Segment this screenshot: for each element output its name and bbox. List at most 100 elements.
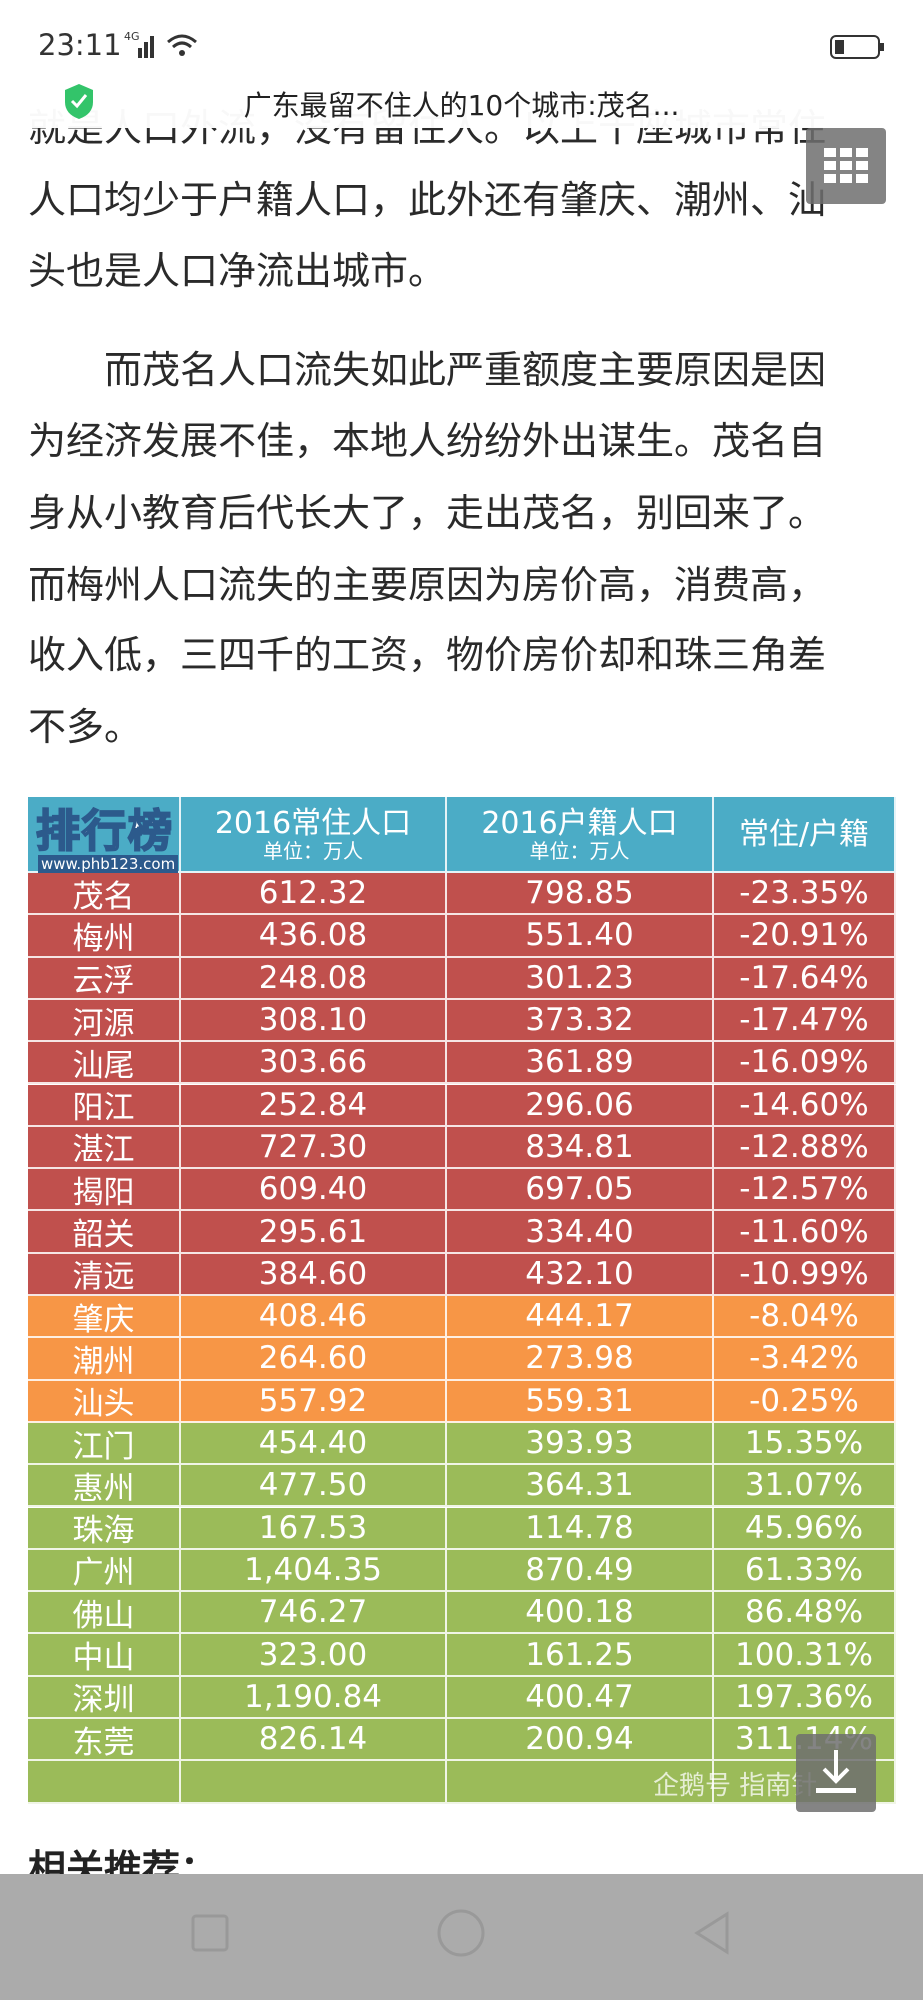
value-cell: 870.49: [447, 1549, 714, 1593]
value-cell: -10.99%: [714, 1253, 896, 1296]
header-unit: 单位：万人: [529, 838, 630, 863]
value-cell: 559.31: [447, 1380, 714, 1423]
navigation-bar: [0, 1874, 923, 2000]
value-cell: 295.61: [181, 1211, 447, 1254]
city-cell: 河源: [28, 999, 181, 1043]
value-cell: -0.25%: [714, 1380, 896, 1423]
value-cell: 400.47: [447, 1676, 714, 1719]
back[interactable]: [694, 1911, 729, 1955]
city-cell: 潮州: [28, 1338, 181, 1381]
value-cell: 100.31%: [714, 1634, 896, 1677]
value-cell: 86.48%: [714, 1592, 896, 1635]
page-title: 广东最留不住人的10个城市:茂名...: [243, 89, 680, 122]
value-cell: 301.23: [447, 957, 714, 1000]
value-cell: 373.32: [447, 999, 714, 1043]
empty-cell: [28, 1761, 181, 1804]
value-cell: 361.89: [447, 1042, 714, 1085]
value-cell: 408.46: [181, 1296, 447, 1339]
city-cell: 佛山: [28, 1592, 181, 1635]
value-cell: 436.08: [181, 915, 447, 958]
value-cell: -23.35%: [714, 873, 896, 916]
value-cell: 727.30: [181, 1126, 447, 1170]
value-cell: 746.27: [181, 1592, 447, 1635]
city-cell: 阳江: [28, 1084, 181, 1127]
header-title: 常住/户籍: [738, 816, 870, 852]
logo-url: www.phb123.com: [38, 855, 179, 873]
header-cell: 常住/户籍: [714, 797, 896, 873]
value-cell: 167.53: [181, 1507, 447, 1550]
city-cell: 云浮: [28, 957, 181, 1000]
value-cell: 1,404.35: [181, 1549, 447, 1593]
value-cell: -11.60%: [714, 1211, 896, 1254]
paragraph-line: 头也是人口净流出城市。: [28, 249, 447, 293]
value-cell: 432.10: [447, 1253, 714, 1296]
clock: 23:11: [38, 28, 122, 62]
value-cell: -17.64%: [714, 957, 896, 1000]
header-cell: 2016户籍人口 单位：万人: [447, 797, 714, 873]
paragraph-line: 而茂名人口流失如此严重额度主要原因是因: [104, 348, 827, 392]
value-cell: 477.50: [181, 1465, 447, 1508]
secure-icon: [65, 84, 93, 119]
city-cell: 湛江: [28, 1126, 181, 1170]
value-cell: 384.60: [181, 1253, 447, 1296]
empty-cell: [447, 1761, 714, 1804]
value-cell: 252.84: [181, 1084, 447, 1127]
city-cell: 梅州: [28, 915, 181, 958]
status-bar: 23:11 4G: [0, 0, 923, 78]
value-cell: 1,190.84: [181, 1676, 447, 1719]
value-cell: -3.42%: [714, 1338, 896, 1381]
value-cell: 393.93: [447, 1422, 714, 1466]
value-cell: 264.60: [181, 1338, 447, 1381]
value-cell: -16.09%: [714, 1042, 896, 1085]
value-cell: 334.40: [447, 1211, 714, 1254]
value-cell: 557.92: [181, 1380, 447, 1423]
signal-wifi: [138, 34, 197, 58]
value-cell: 273.98: [447, 1338, 714, 1381]
value-cell: -8.04%: [714, 1296, 896, 1339]
network-type: 4G: [124, 30, 140, 43]
value-cell: -20.91%: [714, 915, 896, 958]
value-cell: 200.94: [447, 1719, 714, 1762]
value-cell: 308.10: [181, 999, 447, 1043]
city-cell: 江门: [28, 1422, 181, 1466]
value-cell: 45.96%: [714, 1507, 896, 1550]
value-cell: 798.85: [447, 873, 714, 916]
paragraph-line: 身从小教育后代长大了，走出茂名，别回来了。: [28, 491, 827, 535]
title-bar: 广东最留不住人的10个城市:茂名...: [0, 78, 923, 128]
value-cell: 454.40: [181, 1422, 447, 1466]
city-cell: 东莞: [28, 1719, 181, 1762]
paragraph-line: 人口均少于户籍人口，此外还有肇庆、潮州、汕: [28, 178, 827, 222]
value-cell: 15.35%: [714, 1422, 896, 1466]
value-cell: 826.14: [181, 1719, 447, 1762]
home[interactable]: [437, 1909, 485, 1957]
value-cell: 114.78: [447, 1507, 714, 1550]
paragraph-line: 不多。: [28, 705, 143, 749]
city-cell: 揭阳: [28, 1169, 181, 1212]
value-cell: 609.40: [181, 1169, 447, 1212]
value-cell: 197.36%: [714, 1676, 896, 1719]
population-table: 2016常住人口 单位：万人 2016户籍人口 单位：万人 常住/户籍 排行榜 www.ph…: [28, 797, 896, 1804]
header-title: 2016户籍人口: [481, 805, 678, 841]
value-cell: 61.33%: [714, 1549, 896, 1593]
value-cell: 834.81: [447, 1126, 714, 1170]
city-cell: 韶关: [28, 1211, 181, 1254]
download-button[interactable]: [796, 1734, 876, 1812]
value-cell: 697.05: [447, 1169, 714, 1212]
paragraph-line: 收入低，三四千的工资，物价房价却和珠三角差: [28, 633, 827, 677]
grid-icon: [824, 148, 868, 183]
battery: [830, 35, 884, 59]
city-cell: 珠海: [28, 1507, 181, 1550]
menu-button[interactable]: [806, 128, 886, 204]
city-cell: 汕头: [28, 1380, 181, 1423]
value-cell: -12.88%: [714, 1126, 896, 1170]
logo: 排行榜: [35, 805, 174, 858]
recent-apps[interactable]: [191, 1914, 229, 1952]
header-cell: 2016常住人口 单位：万人: [181, 797, 447, 873]
header-title: 2016常住人口: [214, 805, 412, 841]
city-cell: 广州: [28, 1549, 181, 1593]
download-icon: [816, 1750, 856, 1793]
value-cell: 323.00: [181, 1634, 447, 1677]
value-cell: 612.32: [181, 873, 447, 916]
value-cell: 161.25: [447, 1634, 714, 1677]
